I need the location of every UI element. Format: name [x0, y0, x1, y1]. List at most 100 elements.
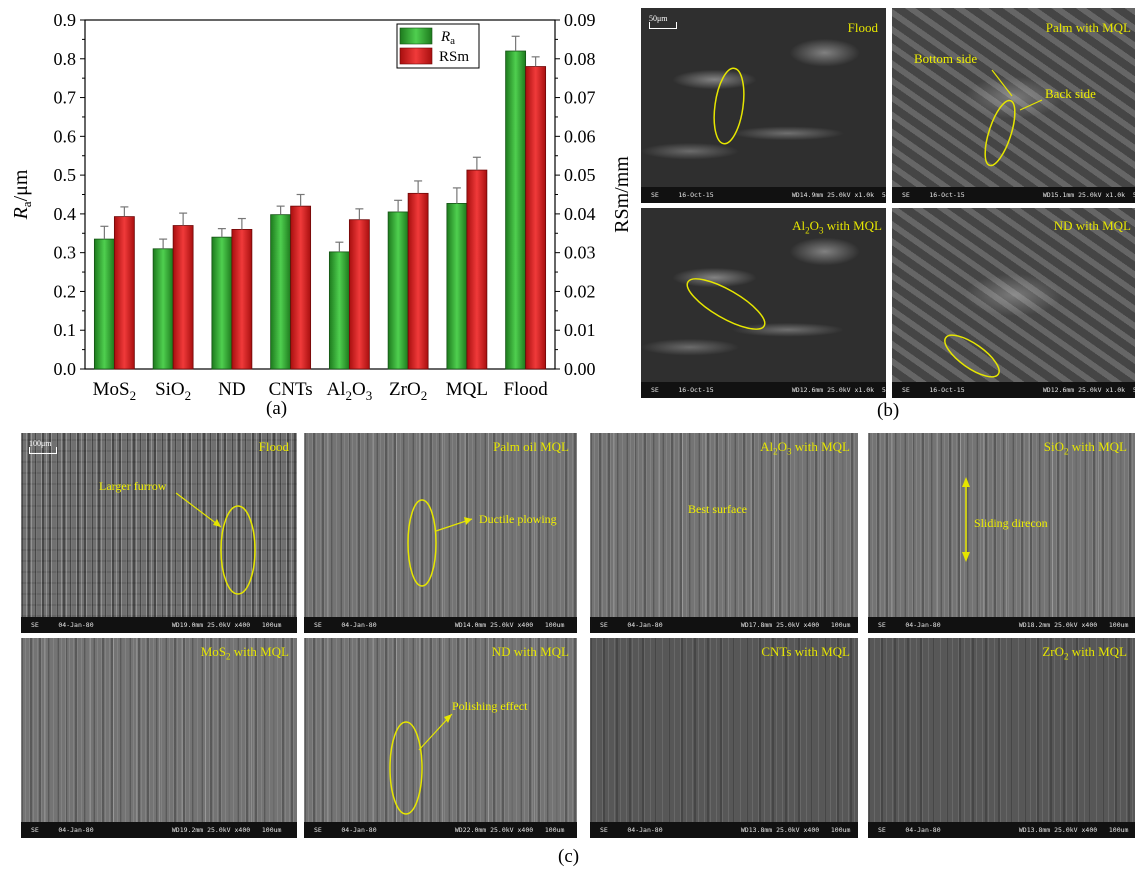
bar-ra [446, 203, 468, 370]
sem-info-bar: SE 16-Oct-15 WD12.6mm 25.0kV x1.0k 50um [641, 382, 886, 398]
sem-chip-al2o3: Al2O3 with MQL SE 16-Oct-15 WD12.6mm 25.… [641, 208, 886, 398]
sem-info-bar: SE 04-Jan-80 WD13.8mm 25.0kV x400 100um [590, 822, 858, 838]
sem-info-bar: SE 04-Jan-80 WD19.2mm 25.0kV x400 100um [21, 822, 297, 838]
sem-surface-8: ZrO2 with MQL SE 04-Jan-80 WD13.8mm 25.0k… [868, 638, 1135, 838]
y-left-tick-label: 0.4 [54, 204, 77, 224]
bar-ra [152, 248, 174, 370]
y-right-tick-label: 0.03 [564, 243, 596, 263]
x-category-label: Al2O3 [327, 379, 373, 403]
bar-ra [270, 214, 292, 370]
bar-rsm [525, 66, 547, 370]
sem-caption: ZrO2 with MQL [1042, 644, 1127, 662]
sem-annotation-overlay [21, 638, 297, 838]
sem-surface-6: ND with MQL Polishing effect SE 04-Jan-80 … [304, 638, 577, 838]
sem-annotation-overlay [590, 433, 858, 633]
sem-note: Best surface [688, 502, 747, 516]
y-left-tick-label: 0.0 [54, 359, 77, 379]
sem-texture [304, 638, 577, 822]
sem-info-bar: SE 04-Jan-80 WD17.8mm 25.0kV x400 100um [590, 617, 858, 633]
sem-caption: Flood [847, 20, 878, 35]
sem-note: Bottom side [914, 51, 978, 66]
sem-chip-palm: Palm with MQL Bottom side Back side SE 1… [892, 8, 1135, 203]
x-category-label: MoS2 [93, 379, 136, 403]
scale-bar: 100μm [29, 439, 57, 454]
sem-info-bar: SE 04-Jan-80 WD18.2mm 25.0kV x400 100um [868, 617, 1135, 633]
legend-label-rsm: RSm [439, 49, 469, 65]
ra-rsm-bar-chart: 0.0 0.1 0.2 0.3 0.4 0.5 0.6 0.7 0.8 0.9 0.00 0.01 0.… [10, 10, 633, 403]
sem-texture [892, 8, 1135, 187]
sem-caption: ND with MQL [1053, 218, 1131, 233]
bar-ra [505, 50, 527, 370]
sem-texture [21, 638, 297, 822]
sem-chip-nd: ND with MQL SE 16-Oct-15 WD12.6mm 25.0kV… [892, 208, 1135, 398]
bar-ra [93, 238, 115, 370]
sem-note: Sliding direcon [974, 516, 1048, 530]
bar-ra [387, 211, 409, 370]
bar-rsm [407, 192, 429, 370]
y-left-tick-label: 0.9 [54, 10, 77, 30]
y-right-tick-label: 0.06 [564, 126, 596, 146]
y-right-tick-label: 0.01 [564, 320, 596, 340]
y-right-tick-label: 0.08 [564, 49, 596, 69]
sem-annotation-overlay [407, 499, 473, 587]
sem-caption: Palm oil MQL [493, 439, 569, 454]
sem-caption: Al2O3 with MQL [792, 218, 882, 236]
y-left-tick-label: 0.5 [54, 165, 77, 185]
sem-info-bar: SE 16-Oct-15 WD14.9mm 25.0kV x1.0k 50um [641, 187, 886, 203]
sem-note: Larger furrow [99, 479, 167, 493]
sem-annotation-overlay [868, 638, 1135, 838]
legend-swatch-ra [399, 27, 433, 45]
sem-surface-3: Al2O3 with MQL Best surface SE 04-Jan-80 W… [590, 433, 858, 633]
x-category-label: CNTs [269, 379, 313, 400]
y-left-tick-label: 0.2 [54, 281, 77, 301]
legend-swatch-rsm [399, 47, 433, 65]
y-right-tick-label: 0.05 [564, 165, 596, 185]
bar-ra [328, 251, 350, 370]
sem-annotation-overlay [590, 638, 858, 838]
sem-info-bar: SE 16-Oct-15 WD12.6mm 25.0kV x1.0k 50um [892, 382, 1135, 398]
sem-surface-7: CNTs with MQL SE 04-Jan-80 WD13.8mm 25.0k… [590, 638, 858, 838]
bar-rsm [348, 219, 370, 370]
bar-rsm [231, 228, 253, 370]
sem-info-bar: SE 04-Jan-80 WD13.8mm 25.0kV x400 100um [868, 822, 1135, 838]
panel-a-label: (a) [266, 398, 288, 419]
y-right-tick-label: 0.00 [564, 359, 596, 379]
sem-caption: ND with MQL [491, 644, 569, 659]
sem-texture [868, 433, 1135, 617]
panel-c-label: (c) [558, 846, 580, 867]
sem-note: Polishing effect [452, 699, 528, 713]
sem-texture [590, 638, 858, 822]
y-left-axis-label: Ra/μm [10, 169, 34, 220]
bar-rsm [113, 216, 135, 370]
y-left-tick-label: 0.6 [54, 126, 77, 146]
sem-annotation-overlay [175, 492, 256, 595]
x-category-label: SiO2 [155, 379, 191, 403]
y-left-tick-label: 0.7 [54, 88, 77, 108]
sem-surface-1: 100μm Flood Larger furrow SE 04-Jan-80 WD19… [21, 433, 297, 633]
sem-texture [892, 208, 1135, 382]
bar-rsm [466, 169, 488, 370]
sem-caption: CNTs with MQL [761, 644, 850, 659]
sem-surface-4: SiO2 with MQL Sliding direcon SE 04-Jan-80… [868, 433, 1135, 633]
sem-caption: MoS2 with MQL [200, 644, 289, 662]
sem-texture [868, 638, 1135, 822]
y-left-tick-label: 0.8 [54, 49, 77, 69]
sem-caption: Al2O3 with MQL [760, 439, 850, 457]
panel-b-label: (b) [877, 400, 900, 421]
sem-texture [21, 433, 297, 617]
y-right-tick-label: 0.09 [564, 10, 596, 30]
sem-texture [641, 208, 886, 382]
scale-bar: 50μm [649, 14, 677, 29]
sem-annotation-overlay [389, 713, 453, 815]
sem-note: Ductile plowing [479, 512, 557, 526]
sem-texture [304, 433, 577, 617]
sem-texture [590, 433, 858, 617]
x-category-label: MQL [446, 379, 488, 400]
y-right-tick-label: 0.04 [564, 204, 596, 224]
sem-caption: SiO2 with MQL [1043, 439, 1127, 457]
y-right-tick-label: 0.07 [564, 88, 596, 108]
y-left-tick-label: 0.1 [54, 320, 77, 340]
sem-annotation-overlay [962, 477, 970, 562]
y-right-axis-label: RSm/mm [611, 156, 633, 233]
sem-surface-2: Palm oil MQL Ductile plowing SE 04-Jan-80 … [304, 433, 577, 633]
